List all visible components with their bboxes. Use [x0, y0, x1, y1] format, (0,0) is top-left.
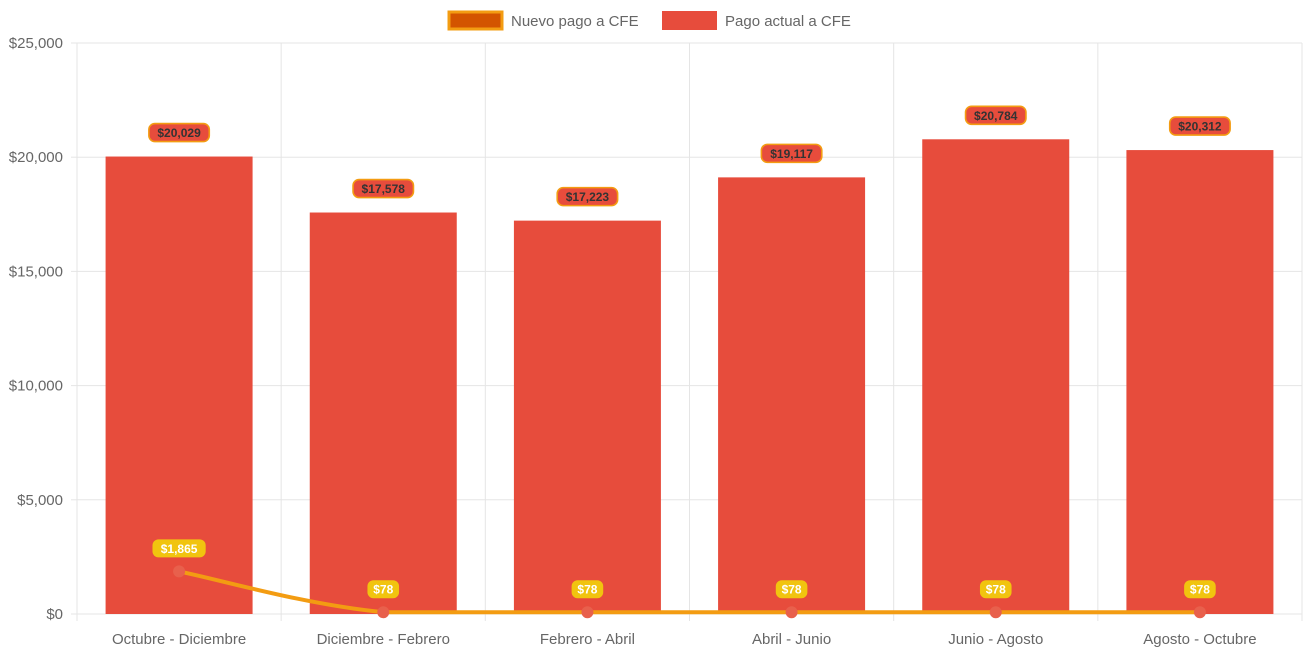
- data-label-background: [1168, 116, 1231, 136]
- data-label-background: [367, 580, 400, 599]
- data-label-text: $78: [1190, 583, 1210, 597]
- data-label-text: $78: [986, 583, 1006, 597]
- legend-item-nuevo-pago[interactable]: Nuevo pago a CFE: [447, 10, 639, 31]
- axis-layer: $0 $5,000 $10,000 $15,000 $20,000 $25,000 Octu…: [9, 35, 1257, 648]
- data-label-text: $20,029: [157, 126, 201, 140]
- x-tick-label: Abril - Junio: [752, 631, 831, 648]
- y-tick-label: $20,000: [9, 149, 63, 166]
- legend-swatch-pago-actual: [662, 11, 717, 30]
- legend[interactable]: Nuevo pago a CFE Pago actual a CFE: [447, 10, 851, 31]
- y-tick-label: $25,000: [9, 35, 63, 52]
- y-tick-label: $0: [46, 606, 63, 623]
- data-label-background: [148, 122, 211, 143]
- bar-pago-actual[interactable]: [105, 156, 253, 614]
- bar-value-label: $17,223: [556, 186, 619, 207]
- x-tick-label: Junio - Agosto: [948, 631, 1043, 648]
- x-tick-label: Febrero - Abril: [540, 631, 635, 648]
- bar-pago-actual[interactable]: [1126, 150, 1274, 614]
- legend-label-nuevo-pago: Nuevo pago a CFE: [511, 13, 639, 30]
- bars-layer: [105, 139, 1274, 614]
- data-label-text: $17,223: [566, 190, 610, 204]
- data-label-text: $20,312: [1178, 120, 1222, 134]
- data-label-text: $1,865: [161, 542, 198, 556]
- grid-layer: [76, 42, 1303, 621]
- data-label-text: $17,578: [362, 182, 406, 196]
- data-label-text: $78: [577, 583, 597, 597]
- data-label-background: [152, 539, 206, 558]
- data-label-background: [979, 580, 1012, 599]
- data-label-text: $19,117: [770, 147, 813, 161]
- data-label-background: [760, 143, 823, 164]
- data-label-background: [571, 580, 604, 599]
- line-point-nuevo-pago[interactable]: [377, 606, 390, 619]
- data-label-background: [964, 105, 1027, 126]
- line-point-nuevo-pago[interactable]: [173, 565, 186, 578]
- bar-pago-actual[interactable]: [309, 212, 457, 614]
- line-value-label: $78: [775, 580, 808, 599]
- data-label-text: $78: [782, 583, 802, 597]
- bar-pago-actual[interactable]: [718, 177, 866, 614]
- line-point-nuevo-pago[interactable]: [581, 606, 594, 619]
- data-label-background: [1184, 580, 1216, 599]
- line-point-nuevo-pago[interactable]: [1193, 606, 1206, 619]
- bar-value-label: $20,029: [148, 122, 211, 143]
- y-tick-label: $5,000: [17, 492, 63, 509]
- data-label-background: [556, 186, 619, 207]
- bar-value-label: $20,312: [1168, 116, 1231, 136]
- line-value-label: $78: [571, 580, 604, 599]
- x-tick-label: Agosto - Octubre: [1143, 631, 1256, 648]
- legend-swatch-nuevo-pago: [447, 10, 504, 31]
- bar-value-label: $20,784: [964, 105, 1027, 126]
- line-value-label: $78: [979, 580, 1012, 599]
- legend-item-pago-actual[interactable]: Pago actual a CFE: [662, 11, 851, 30]
- line-point-nuevo-pago[interactable]: [989, 606, 1002, 619]
- line-nuevo-pago: [177, 569, 1202, 615]
- x-tick-label: Diciembre - Febrero: [317, 631, 450, 648]
- data-labels-layer: $20,029 $17,578 $17,223 $19,117 $20,784 $20,3…: [148, 105, 1231, 599]
- line-value-label: $1,865: [152, 539, 206, 558]
- bar-value-label: $17,578: [352, 178, 415, 199]
- x-tick-label: Octubre - Diciembre: [112, 631, 246, 648]
- data-label-background: [352, 178, 415, 199]
- data-label-background: [775, 580, 808, 599]
- line-layer: [173, 565, 1206, 619]
- line-value-label: $78: [1184, 580, 1216, 599]
- line-point-nuevo-pago[interactable]: [785, 606, 798, 619]
- y-tick-label: $10,000: [9, 378, 63, 395]
- bar-value-label: $19,117: [760, 143, 823, 164]
- data-label-text: $20,784: [974, 109, 1018, 123]
- y-tick-label: $15,000: [9, 263, 63, 280]
- bar-pago-actual[interactable]: [513, 220, 661, 614]
- data-label-text: $78: [373, 583, 393, 597]
- legend-label-pago-actual: Pago actual a CFE: [725, 13, 851, 30]
- line-value-label: $78: [367, 580, 400, 599]
- bar-pago-actual[interactable]: [922, 139, 1070, 614]
